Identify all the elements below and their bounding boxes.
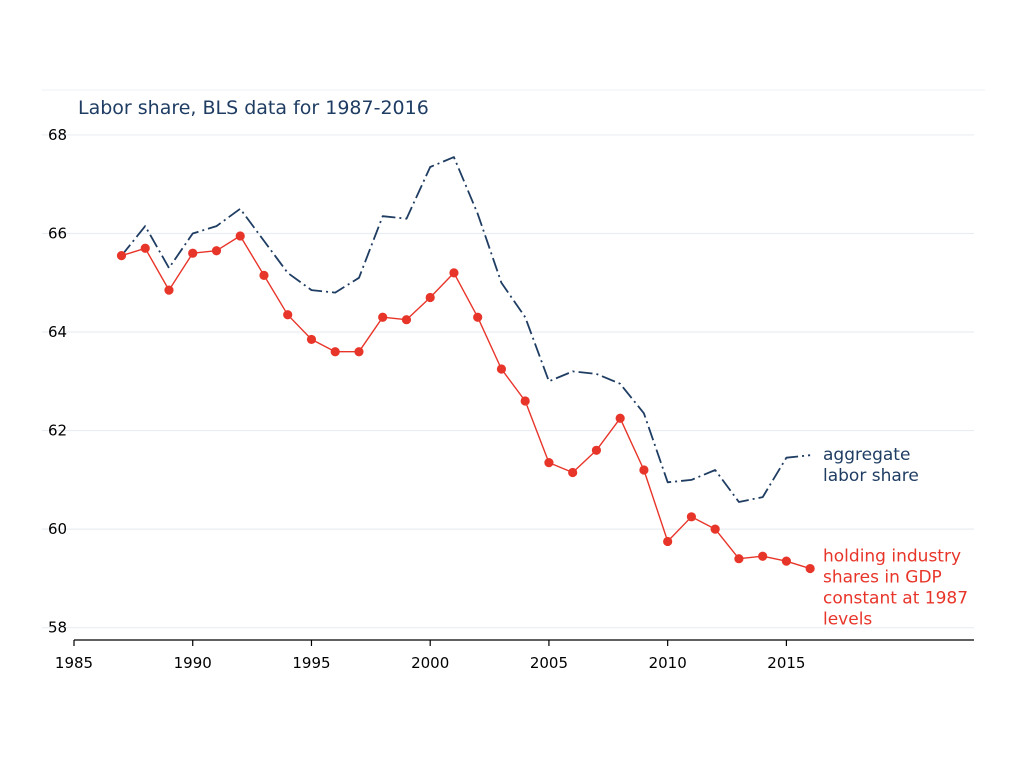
data-point <box>568 467 578 478</box>
x-tick-label: 2015 <box>767 654 805 672</box>
series-label-line: labor share <box>823 466 919 486</box>
axes: 58 60 62 64 66 68 1985 1990 1995 2000 2005 2010 2015 <box>48 126 974 672</box>
data-point <box>639 465 649 475</box>
data-point <box>758 551 768 561</box>
y-tick-label: 58 <box>48 619 67 637</box>
x-tick-label: 2010 <box>649 654 687 672</box>
data-point <box>686 512 697 522</box>
data-point <box>425 292 435 303</box>
grid-lines <box>42 134 974 629</box>
data-point <box>354 347 364 357</box>
data-point <box>449 268 459 278</box>
data-point <box>140 243 150 253</box>
x-tick-label: 1990 <box>174 654 212 672</box>
data-point <box>734 554 744 564</box>
data-point <box>235 231 245 241</box>
x-tick-label: 1985 <box>55 654 93 672</box>
data-point <box>544 458 554 468</box>
data-point <box>211 246 222 256</box>
series-group <box>116 156 815 574</box>
y-tick-label: 60 <box>48 520 67 538</box>
data-point <box>164 285 174 295</box>
y-tick-label: 62 <box>48 422 67 440</box>
data-point <box>188 248 198 258</box>
data-point <box>496 364 507 374</box>
data-point <box>283 310 293 320</box>
series-label-line: aggregate <box>823 445 910 465</box>
data-point <box>663 536 673 547</box>
data-point <box>473 312 483 322</box>
data-point <box>615 413 625 423</box>
series-label-line: shares in GDP <box>823 568 942 588</box>
y-tick-label: 68 <box>48 126 67 144</box>
series-label-line: constant at 1987 <box>823 589 968 609</box>
data-point <box>116 251 127 261</box>
data-point <box>330 347 340 357</box>
data-point <box>306 334 317 345</box>
data-point <box>259 270 269 280</box>
data-point <box>591 445 602 455</box>
y-tick-label: 64 <box>48 323 67 341</box>
data-point <box>781 556 792 566</box>
series-line-2 <box>121 235 811 570</box>
x-tick-label: 2000 <box>411 654 449 672</box>
series-label-line: holding industry <box>823 547 961 567</box>
data-point <box>520 396 530 406</box>
data-point <box>401 315 412 325</box>
chart-title: Labor share, BLS data for 1987-2016 <box>78 97 429 119</box>
series-label-line: levels <box>823 610 872 630</box>
y-tick-label: 66 <box>48 224 67 242</box>
x-tick-label: 2005 <box>530 654 568 672</box>
x-tick-label: 1995 <box>292 654 330 672</box>
data-point <box>710 524 720 534</box>
data-point <box>378 312 388 322</box>
data-point <box>805 563 815 574</box>
series-line-1 <box>120 156 811 503</box>
